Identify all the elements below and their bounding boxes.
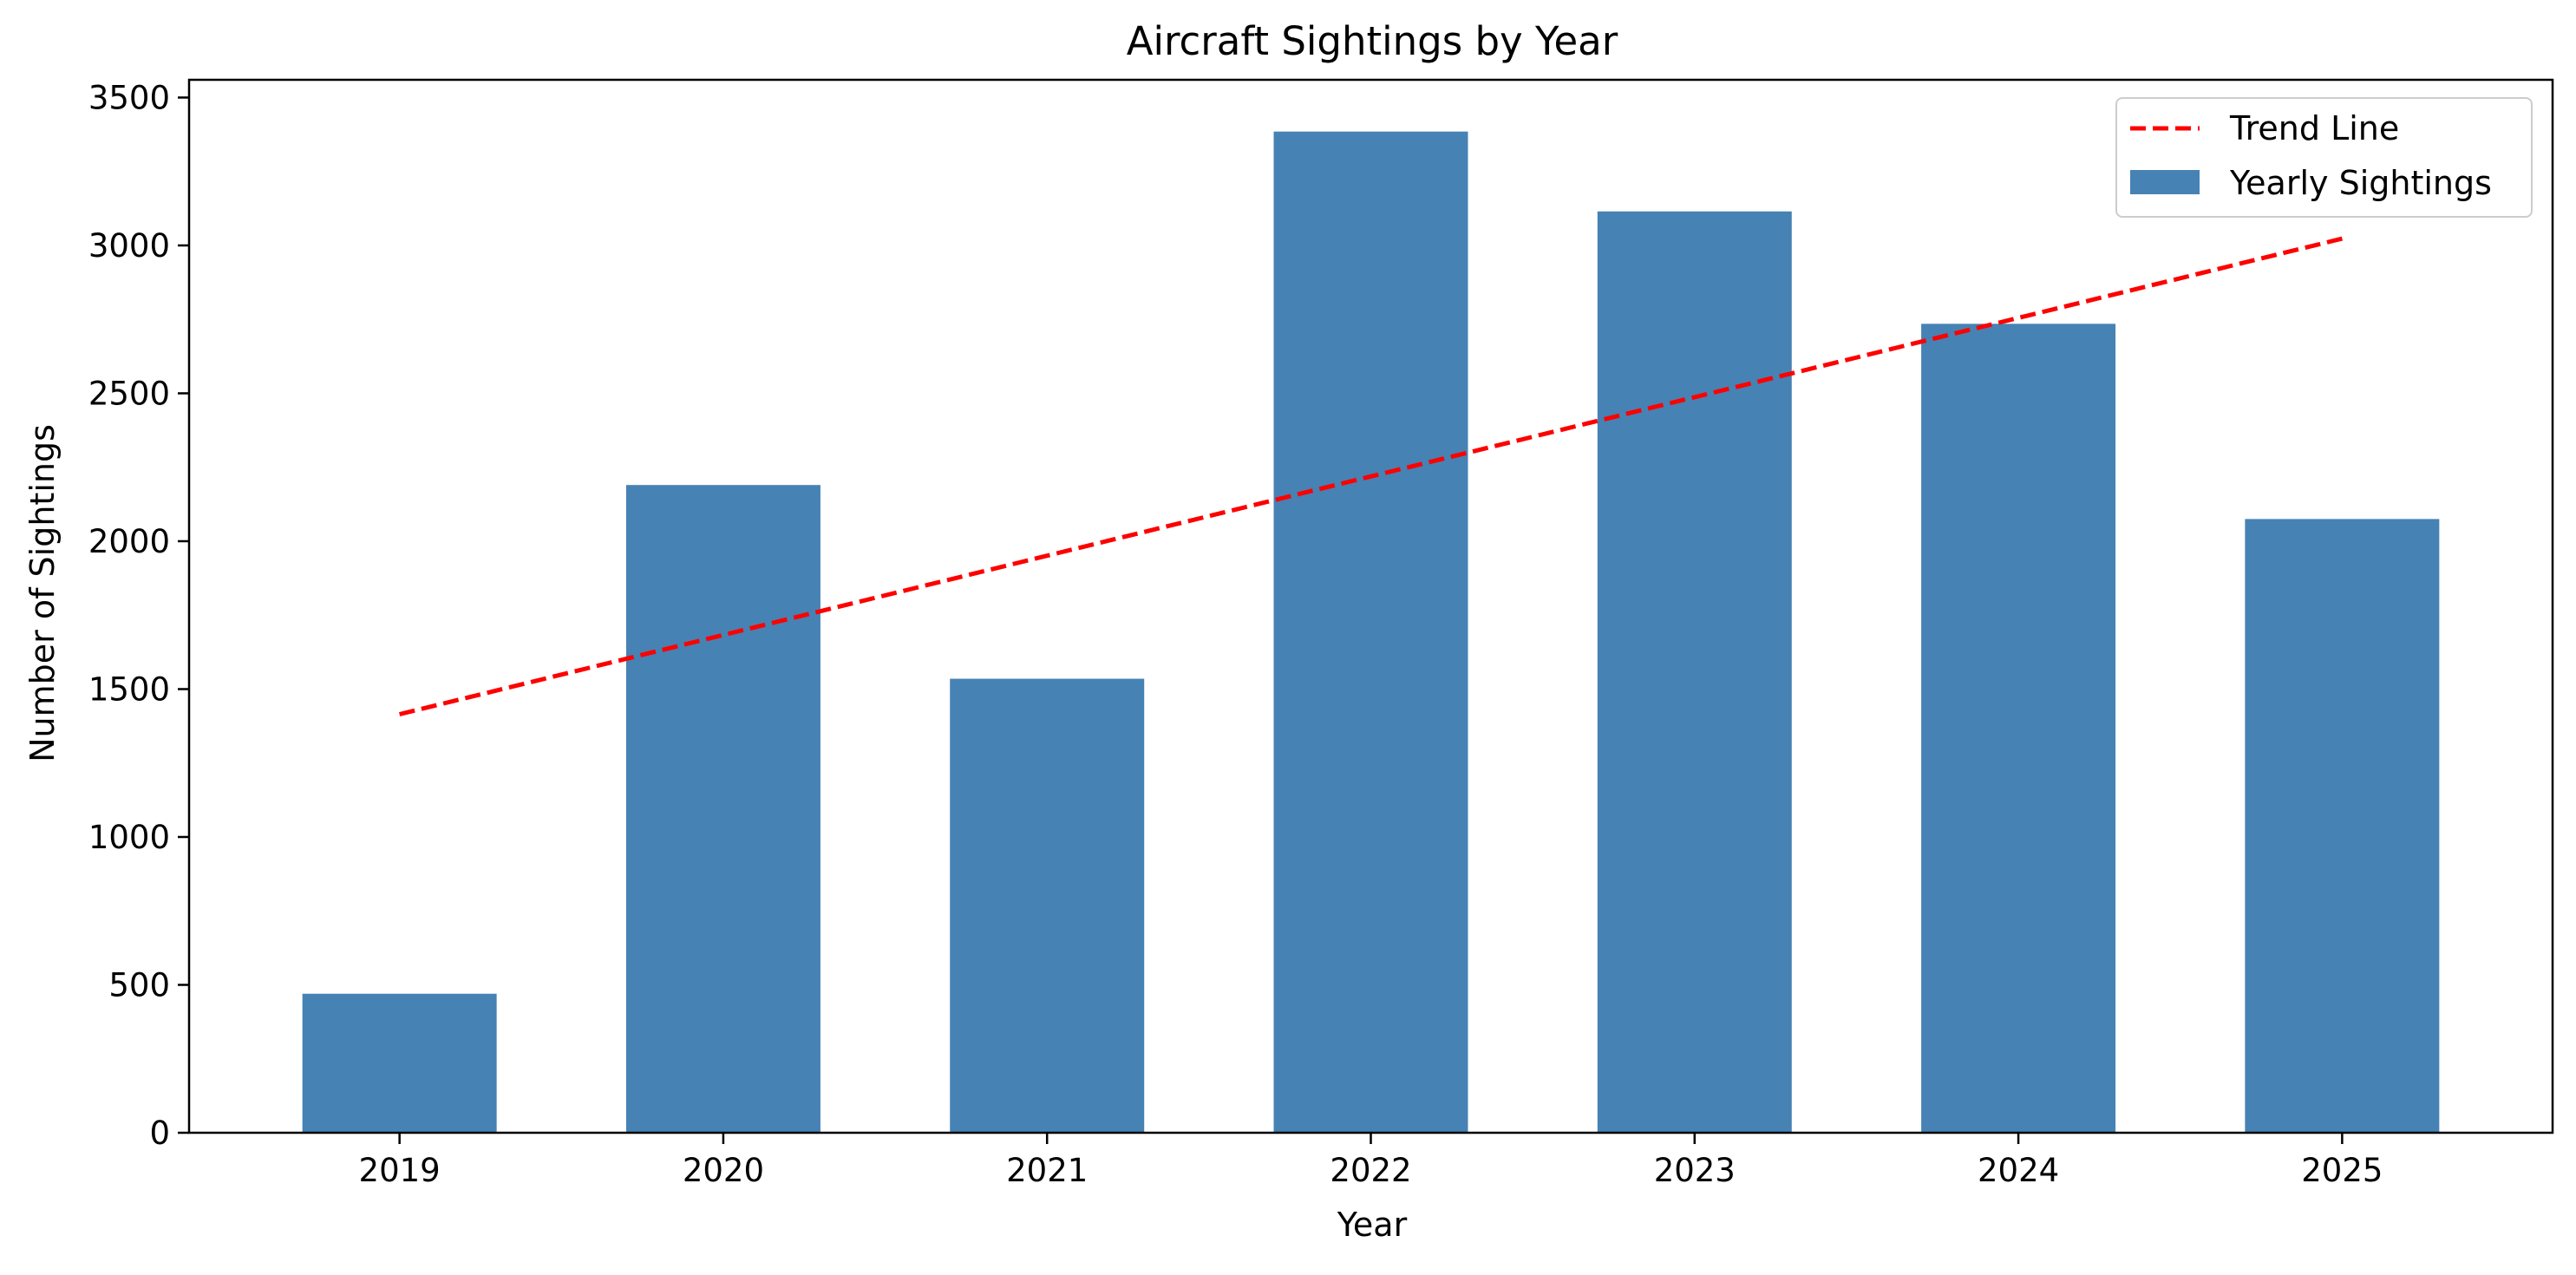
y-tick-label-2000: 2000 [88,523,170,560]
bar-2020 [625,485,821,1133]
legend-label-trend-line: Trend Line [2229,109,2399,147]
legend-label-yearly-sightings: Yearly Sightings [2229,164,2492,202]
y-tick-label-1000: 1000 [88,819,170,856]
legend-swatch-yearly-sightings [2130,170,2200,194]
bar-2025 [2245,519,2440,1133]
y-tick-label-3500: 3500 [88,79,170,116]
x-tick-label-2025: 2025 [2301,1152,2383,1189]
bar-2023 [1597,211,1792,1133]
bar-2022 [1273,131,1468,1133]
x-tick-label-2020: 2020 [683,1152,764,1189]
y-tick-label-0: 0 [149,1115,170,1152]
y-axis-title: Number of Sightings [23,424,62,762]
bar-2024 [1921,324,2116,1134]
x-axis-title: Year [1337,1206,1408,1244]
y-tick-label-500: 500 [108,966,170,1004]
plot-area: 2019 2020 2021 2022 2023 2024 2025 0 500 1000 1500… [88,78,2554,1189]
bar-2021 [950,678,1145,1133]
x-tick-label-2023: 2023 [1654,1152,1736,1189]
x-tick-label-2024: 2024 [1978,1152,2059,1189]
x-tick-label-2022: 2022 [1330,1152,1411,1189]
chart-title: Aircraft Sightings by Year [1127,18,1618,64]
y-tick-label-2500: 2500 [88,375,170,412]
bar-2019 [302,993,497,1133]
y-tick-label-3000: 3000 [88,227,170,265]
legend-box [2115,97,2533,218]
trend-line [399,236,2343,716]
legend: Trend Line Yearly Sightings [2115,97,2533,218]
x-tick-label-2021: 2021 [1006,1152,1088,1189]
y-tick-label-1500: 1500 [88,670,170,708]
x-tick-label-2019: 2019 [359,1152,441,1189]
